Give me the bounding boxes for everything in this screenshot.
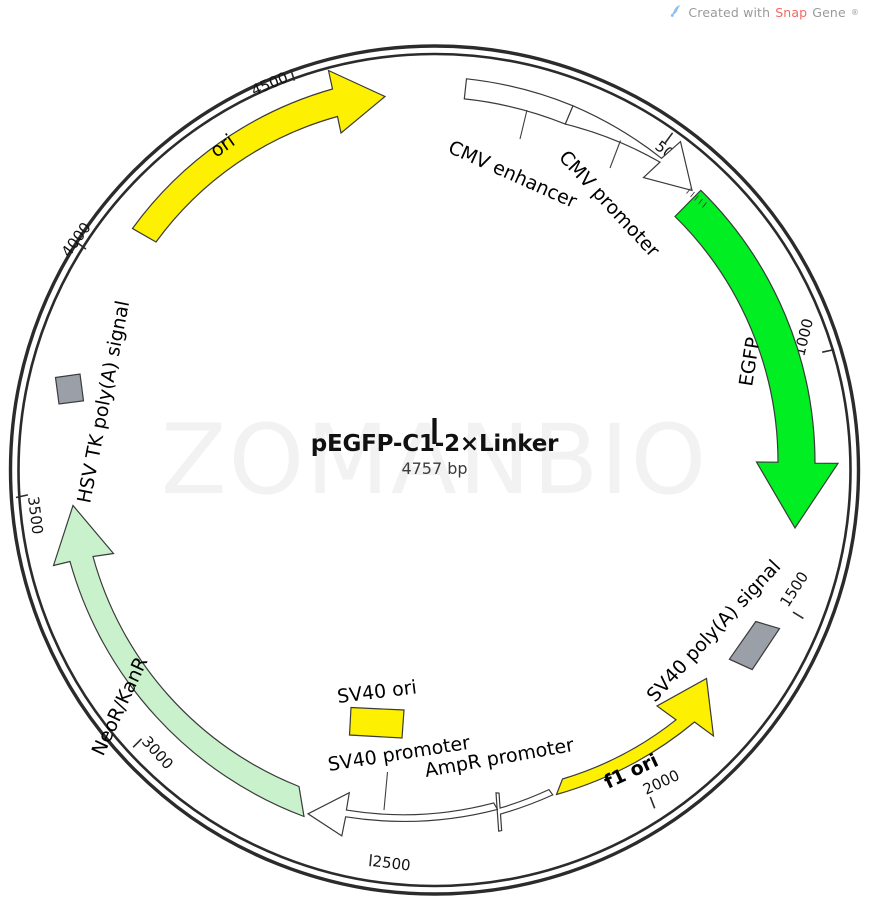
snapgene-credit-prefix: Created with	[688, 5, 771, 20]
leader-cmv-promoter	[609, 140, 622, 169]
feature-sv40-polya-signal[interactable]	[728, 620, 781, 671]
tick-mark-4000	[75, 241, 87, 250]
label-sv40-ori: SV40 ori	[336, 676, 418, 708]
tick-mark-3000	[132, 738, 143, 748]
feature-ori[interactable]	[131, 69, 387, 243]
registered-mark: ®	[850, 8, 859, 17]
plasmid-backbone-ring	[8, 44, 861, 896]
snapgene-credit: Created with Snap Gene ®	[669, 4, 859, 21]
ori-arrow[interactable]	[131, 69, 387, 243]
feature-cmv-enhancer[interactable]	[463, 78, 574, 125]
leader-sv40-promoter	[383, 771, 389, 811]
ampr-promoter-arrow[interactable]	[495, 788, 555, 832]
sv40-ori-box[interactable]	[348, 706, 405, 739]
feature-sv40-ori[interactable]	[348, 706, 405, 739]
leader-line-group	[383, 109, 622, 811]
label-cmv-enhancer: CMV enhancer	[445, 136, 580, 212]
egfp-start-marker	[686, 188, 707, 208]
label-egfp: EGFP	[735, 336, 764, 388]
tick-mark-2500	[369, 854, 372, 867]
sv40-polya-signal-box[interactable]	[728, 620, 781, 671]
neor-kanr-arrow[interactable]	[52, 504, 305, 818]
leader-cmv-enhancer	[519, 109, 528, 140]
tick-label-2500: 2500	[372, 852, 412, 875]
hsv-tk-polya-signal-box[interactable]	[54, 373, 85, 405]
tick-label-3500: 3500	[24, 495, 47, 535]
tick-mark-1000	[822, 348, 835, 353]
feature-sv40-promoter[interactable]	[306, 788, 499, 837]
label-hsv-tk-polya-signal: HSV TK poly(A) signal	[73, 299, 134, 505]
feature-neor-kanr[interactable]	[52, 504, 305, 818]
f1-ori-arrow[interactable]	[555, 677, 715, 796]
feature-ampr-promoter[interactable]	[495, 788, 555, 832]
backbone-ring-inner	[17, 52, 852, 888]
tick-label-4500: 4500	[249, 68, 291, 99]
snapgene-logo-icon	[669, 4, 683, 21]
feature-hsv-tk-polya-signal[interactable]	[54, 373, 85, 405]
egfp-arrow[interactable]	[674, 189, 840, 530]
feature-f1-ori[interactable]	[555, 677, 715, 796]
snapgene-brand-snap: Snap	[775, 5, 808, 20]
cmv-enhancer-arrow[interactable]	[463, 78, 574, 125]
backbone-ring-outer	[8, 44, 861, 896]
feature-egfp[interactable]	[674, 188, 840, 530]
feature-cmv-promoter[interactable]	[564, 105, 693, 192]
cmv-promoter-arrow[interactable]	[564, 105, 693, 192]
tick-mark-2000	[649, 796, 656, 809]
sv40-promoter-arrow[interactable]	[306, 788, 499, 837]
tick-mark-500	[664, 132, 674, 144]
snapgene-brand-gene: Gene	[812, 5, 846, 20]
tick-mark-3500	[15, 494, 29, 499]
tick-label-1500: 1500	[776, 568, 812, 610]
tick-mark-4500	[289, 68, 296, 81]
tick-mark-1500	[792, 611, 804, 620]
